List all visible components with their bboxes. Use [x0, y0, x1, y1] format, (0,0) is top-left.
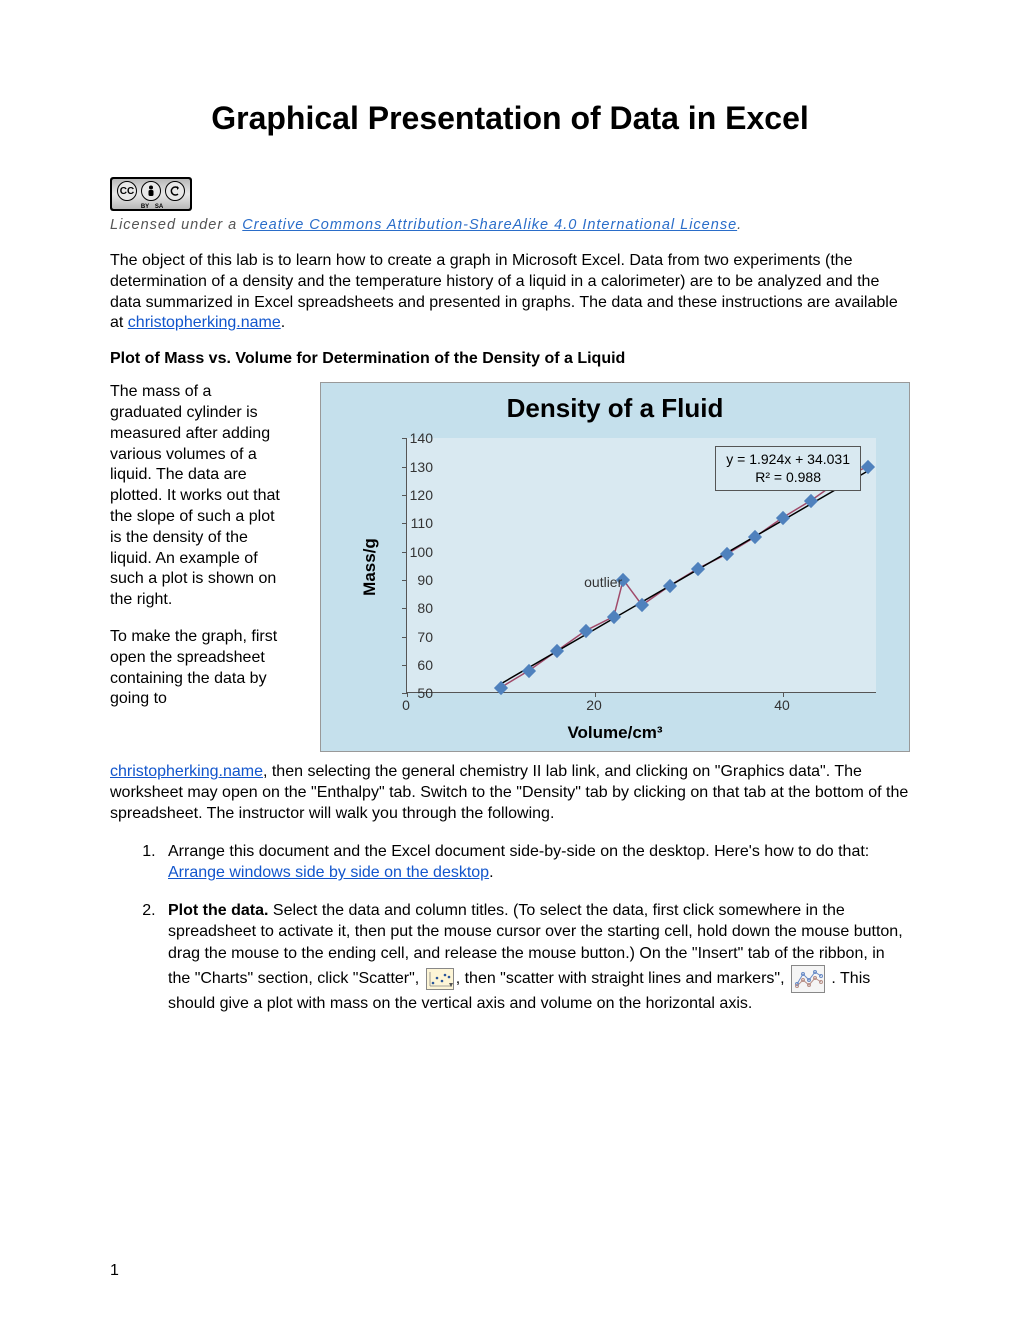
ytick-label: 70	[417, 629, 433, 645]
section-heading: Plot of Mass vs. Volume for Determinatio…	[110, 350, 910, 368]
by-icon	[141, 181, 161, 201]
ytick-label: 130	[410, 459, 433, 475]
after-chart-paragraph: christopherking.name, then selecting the…	[110, 762, 910, 824]
left-para-1: The mass of a graduated cylinder is meas…	[110, 382, 282, 611]
density-chart: Density of a Fluid Mass/g Volume/cm³ y =…	[320, 382, 910, 752]
list-item-2: Plot the data. Select the data and colum…	[160, 900, 910, 1014]
item1-text: Arrange this document and the Excel docu…	[168, 843, 869, 860]
chart-title: Density of a Fluid	[321, 383, 909, 424]
equation-line-1: y = 1.924x + 34.031	[726, 450, 850, 468]
ytick-label: 60	[417, 657, 433, 673]
equation-box: y = 1.924x + 34.031 R² = 0.988	[715, 446, 861, 490]
cc-icon: CC	[117, 181, 137, 201]
data-point	[748, 530, 762, 544]
data-point	[607, 610, 621, 624]
item1-link[interactable]: Arrange windows side by side on the desk…	[168, 864, 489, 881]
ytick-label: 110	[411, 515, 433, 531]
license-link[interactable]: Creative Commons Attribution-ShareAlike …	[242, 217, 737, 233]
data-point	[579, 624, 593, 638]
xtick-label: 20	[586, 697, 602, 713]
item1-suffix: .	[489, 864, 493, 881]
data-point	[635, 598, 649, 612]
xtick-label: 40	[774, 697, 790, 713]
page-number: 1	[110, 1262, 119, 1280]
license-suffix: .	[737, 217, 742, 233]
chart-ylabel: Mass/g	[360, 538, 380, 596]
ytick-label: 120	[410, 487, 433, 503]
data-point	[776, 510, 790, 524]
after-chart-link[interactable]: christopherking.name	[110, 763, 263, 780]
scatter-lines-markers-icon	[791, 965, 825, 993]
chart-xlabel: Volume/cm³	[321, 723, 909, 743]
data-point	[663, 578, 677, 592]
cc-license-badge: CC BY SA	[110, 177, 192, 211]
item2-bold: Plot the data.	[168, 902, 268, 919]
outlier-label: outlier	[584, 574, 622, 590]
data-point	[691, 561, 705, 575]
ytick-label: 90	[417, 572, 433, 588]
license-prefix: Licensed under a	[110, 217, 242, 233]
data-point	[861, 459, 875, 473]
scatter-icon	[426, 968, 454, 990]
intro-paragraph: The object of this lab is to learn how t…	[110, 251, 910, 334]
data-point	[522, 663, 536, 677]
ytick-label: 50	[417, 685, 433, 701]
xtick-label: 0	[402, 697, 410, 713]
item2-text2: , then "scatter with straight lines and …	[456, 970, 789, 987]
intro-link[interactable]: christopherking.name	[128, 314, 281, 331]
ytick-label: 100	[410, 544, 433, 560]
intro-suffix: .	[281, 314, 285, 331]
data-point	[720, 547, 734, 561]
by-label: BY	[141, 204, 149, 210]
data-point	[494, 680, 508, 694]
ytick-label: 140	[410, 430, 433, 446]
sa-label: SA	[155, 204, 163, 210]
left-para-2: To make the graph, first open the spread…	[110, 627, 282, 710]
equation-line-2: R² = 0.988	[726, 468, 850, 486]
sa-icon	[165, 181, 185, 201]
plot-area: y = 1.924x + 34.031 R² = 0.988 outlier	[406, 438, 876, 693]
data-point	[550, 644, 564, 658]
left-text-column: The mass of a graduated cylinder is meas…	[110, 382, 290, 726]
license-line: Licensed under a Creative Commons Attrib…	[110, 217, 910, 233]
list-item-1: Arrange this document and the Excel docu…	[160, 841, 910, 884]
ytick-label: 80	[417, 600, 433, 616]
instruction-list: Arrange this document and the Excel docu…	[160, 841, 910, 1015]
data-point	[804, 493, 818, 507]
page-title: Graphical Presentation of Data in Excel	[110, 100, 910, 137]
